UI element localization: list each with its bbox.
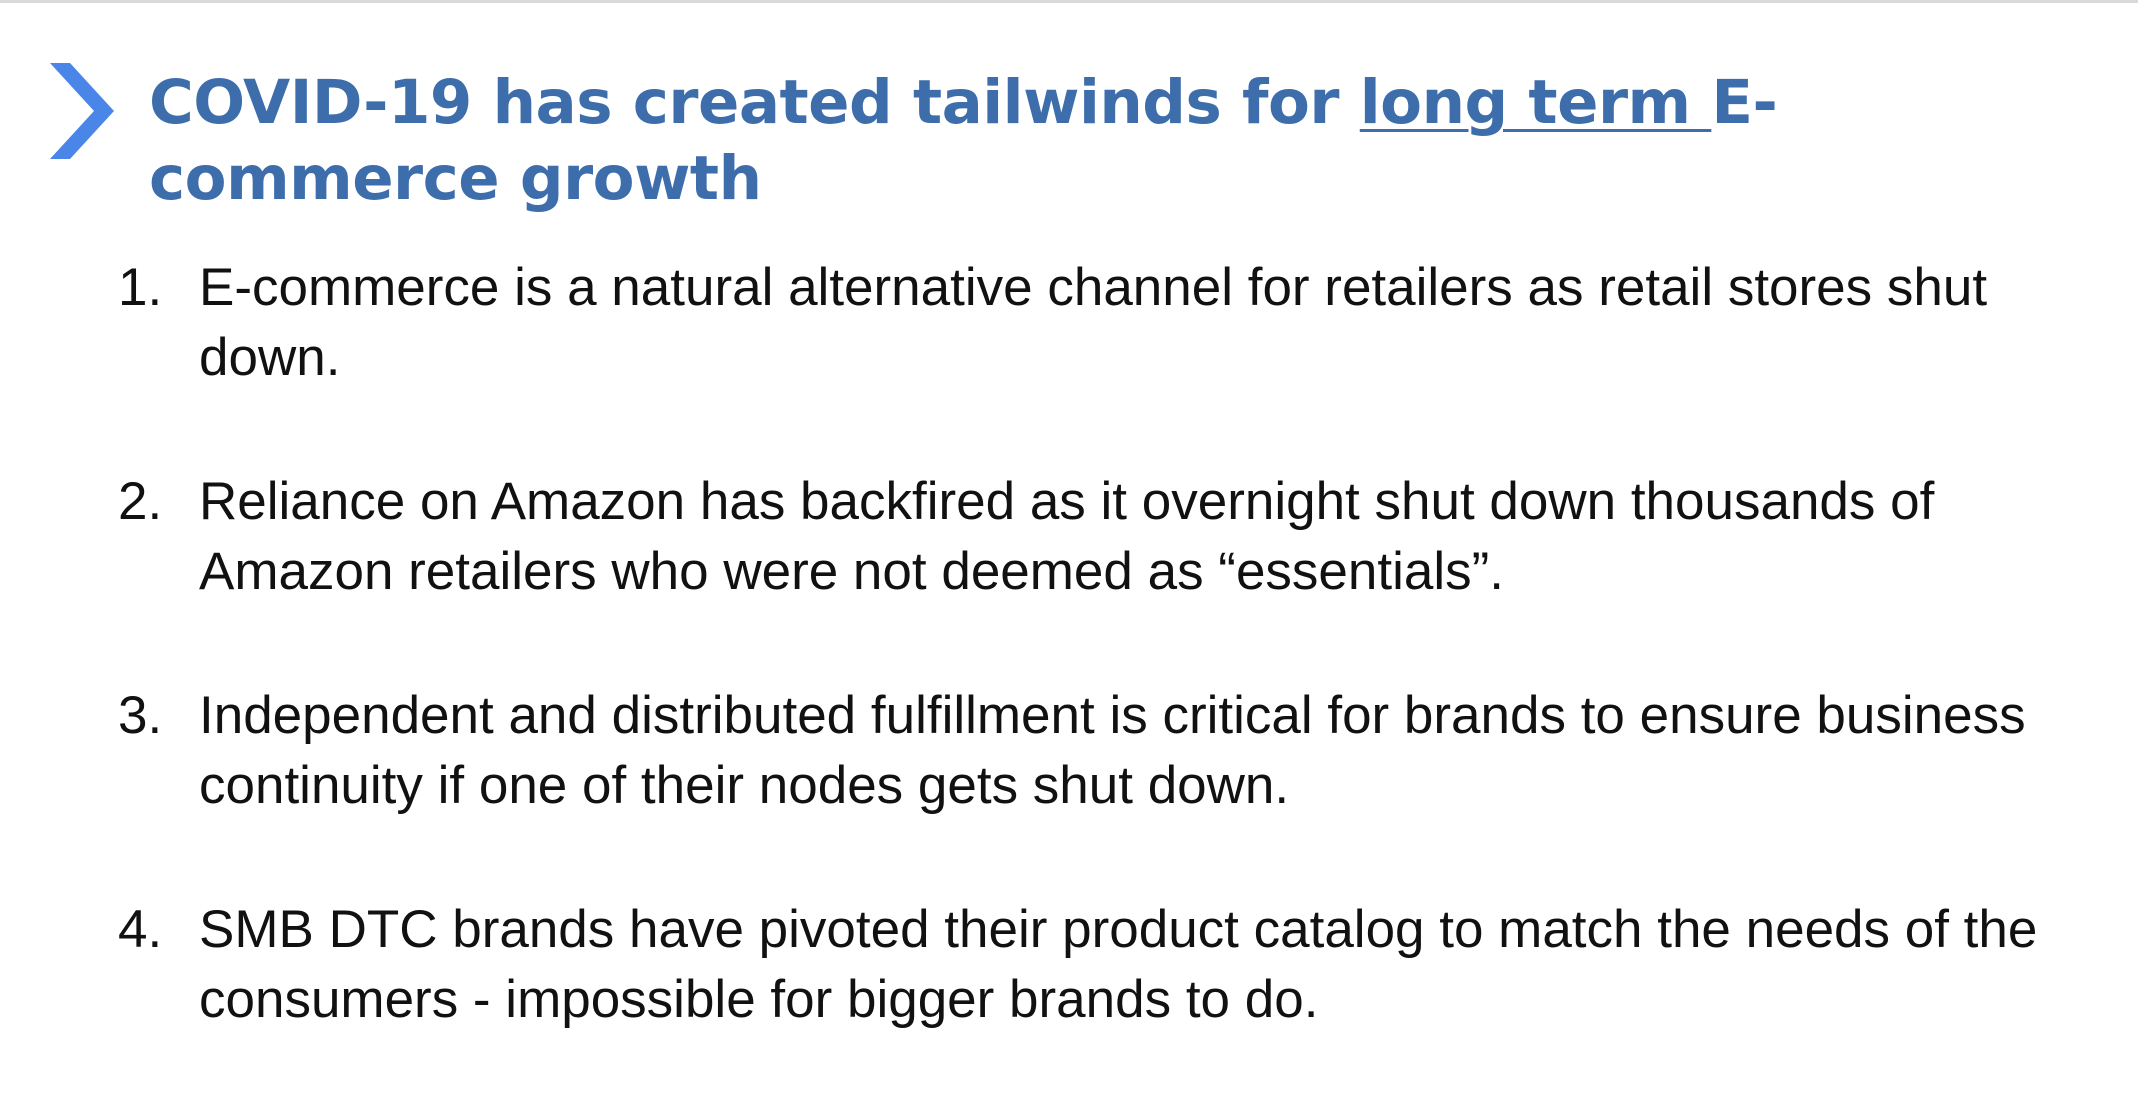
list-item: 2. Reliance on Amazon has backfired as i… [118, 467, 2058, 607]
chevron-right-icon [50, 63, 114, 159]
list-item: 4. SMB DTC brands have pivoted their pro… [118, 895, 2058, 1035]
title-text-before: COVID-19 has created tailwinds for [149, 67, 1360, 138]
item-number: 1. [118, 258, 163, 317]
slide-title: COVID-19 has created tailwinds for long … [149, 65, 2049, 217]
item-text: Independent and distributed fulfillment … [199, 686, 2026, 815]
list-item: 1. E-commerce is a natural alternative c… [118, 253, 2058, 393]
item-number: 3. [118, 686, 163, 745]
item-text: SMB DTC brands have pivoted their produc… [199, 900, 2038, 1029]
item-text: E-commerce is a natural alternative chan… [199, 258, 1988, 387]
item-text: Reliance on Amazon has backfired as it o… [199, 472, 1935, 601]
title-text-after: E-commerce growth [149, 67, 1778, 214]
list-item: 3. Independent and distributed fulfillme… [118, 681, 2058, 821]
title-text-underlined: long term [1359, 67, 1712, 138]
item-number: 4. [118, 900, 163, 959]
item-number: 2. [118, 472, 163, 531]
